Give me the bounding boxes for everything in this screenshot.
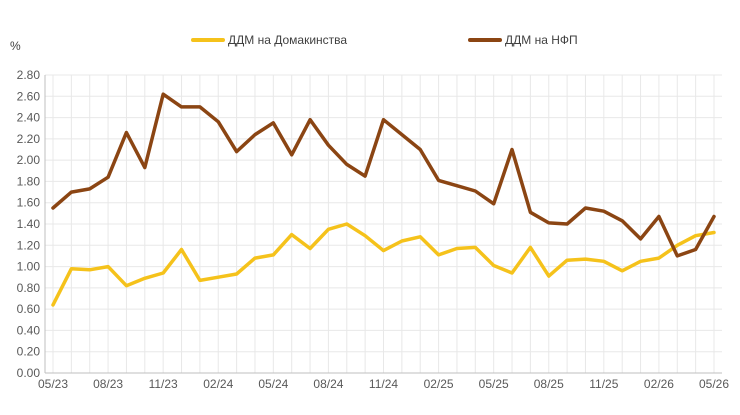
y-tick-label: 1.40 bbox=[17, 217, 41, 231]
x-tick-label: 11/24 bbox=[369, 377, 398, 391]
y-tick-label: 1.80 bbox=[17, 174, 41, 188]
legend: ДДМ на Домакинства ДДМ на НФП bbox=[191, 33, 578, 47]
series-lines bbox=[51, 92, 716, 307]
x-tick-label: 05/25 bbox=[479, 377, 509, 391]
y-tick-label: 1.60 bbox=[17, 196, 41, 210]
y-tick-label: 2.40 bbox=[17, 111, 41, 125]
y-unit-label: % bbox=[10, 39, 21, 53]
legend-label-1: ДДМ на Домакинства bbox=[228, 33, 347, 47]
y-tick-label: 0.00 bbox=[17, 366, 41, 380]
x-tick-label: 02/26 bbox=[644, 377, 674, 391]
x-tick-label: 05/23 bbox=[38, 377, 68, 391]
x-tick-label: 05/26 bbox=[699, 377, 729, 391]
x-tick-label: 11/23 bbox=[149, 377, 178, 391]
y-tick-label: 1.00 bbox=[17, 260, 41, 274]
x-tick-label: 05/24 bbox=[258, 377, 288, 391]
y-tick-label: 0.60 bbox=[17, 302, 41, 316]
y-tick-label: 2.00 bbox=[17, 153, 41, 167]
series-line-2 bbox=[51, 92, 716, 258]
legend-label-2: ДДМ на НФП bbox=[505, 33, 578, 47]
y-tick-label: 2.20 bbox=[17, 132, 41, 146]
x-axis-ticks: 05/23 08/23 11/23 02/24 05/24 08/24 11/24 02/25… bbox=[38, 377, 729, 391]
gridlines bbox=[44, 74, 722, 374]
y-tick-label: 0.40 bbox=[17, 323, 41, 337]
x-tick-label: 08/24 bbox=[313, 377, 343, 391]
x-tick-label: 11/25 bbox=[589, 377, 618, 391]
x-tick-label: 08/25 bbox=[534, 377, 564, 391]
y-tick-label: 1.20 bbox=[17, 238, 41, 252]
x-tick-label: 02/24 bbox=[203, 377, 233, 391]
y-tick-label: 2.60 bbox=[17, 89, 41, 103]
y-tick-label: 0.20 bbox=[17, 345, 41, 359]
y-tick-label: 2.80 bbox=[17, 68, 41, 82]
x-tick-label: 08/23 bbox=[93, 377, 123, 391]
series-line-1 bbox=[51, 222, 716, 307]
x-tick-label: 02/25 bbox=[424, 377, 454, 391]
y-axis-ticks: 0.00 0.20 0.40 0.60 0.80 1.00 1.20 1.40 1.60 1.80… bbox=[17, 68, 41, 380]
y-tick-label: 0.80 bbox=[17, 281, 41, 295]
